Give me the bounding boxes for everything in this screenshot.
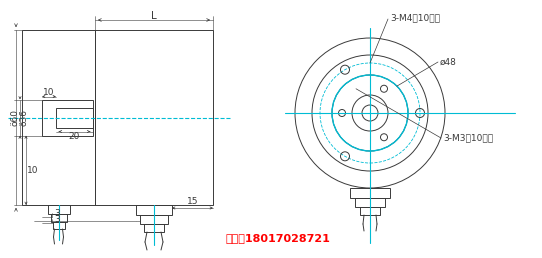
Bar [355, 198, 385, 207]
Text: 手机：18017028721: 手机：18017028721 [225, 233, 330, 243]
Text: 20: 20 [69, 132, 80, 141]
Text: 3: 3 [54, 209, 60, 219]
Bar [140, 215, 168, 224]
Text: 3: 3 [54, 215, 60, 224]
Text: 10: 10 [27, 166, 38, 175]
Text: L: L [151, 11, 157, 21]
Text: 15: 15 [187, 197, 198, 206]
Bar [136, 205, 172, 215]
Bar [22, 30, 95, 205]
Text: ø48: ø48 [440, 58, 457, 67]
Bar [360, 207, 380, 215]
Text: ö36: ö36 [20, 109, 29, 126]
Bar [42, 100, 93, 135]
Text: 3-M4深10均布: 3-M4深10均布 [390, 13, 440, 22]
Bar [48, 205, 69, 214]
Text: 3-M3深10均布: 3-M3深10均布 [443, 133, 493, 142]
Bar [56, 108, 93, 127]
Bar [50, 214, 67, 222]
Bar [350, 188, 390, 198]
Text: 10: 10 [43, 88, 55, 97]
Bar [95, 30, 213, 205]
Bar [53, 222, 64, 229]
Bar [144, 224, 164, 232]
Text: ö60: ö60 [10, 109, 20, 126]
